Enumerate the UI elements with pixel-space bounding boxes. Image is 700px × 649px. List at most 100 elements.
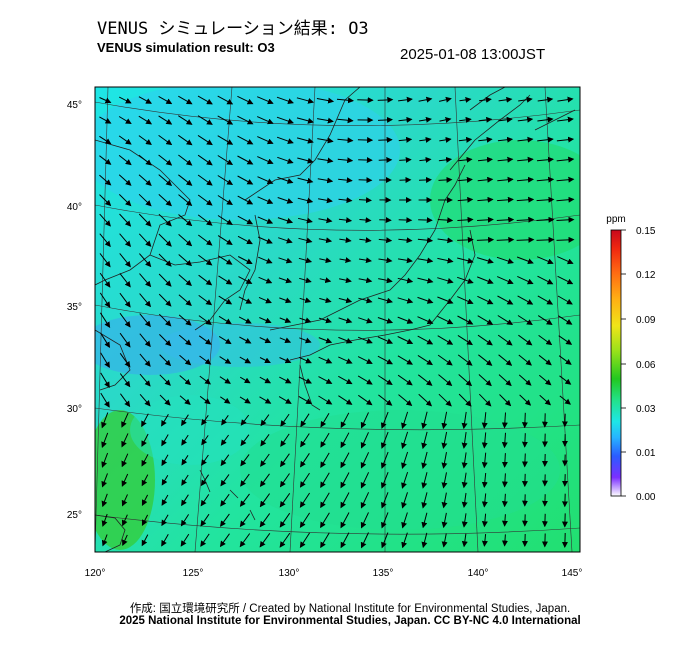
wind-arrow [357,336,373,344]
wind-arrow [417,257,434,264]
wind-arrow [119,353,131,368]
wind-arrow [99,272,111,288]
wind-arrow [517,275,534,285]
wind-arrow [378,394,393,406]
wind-arrow [239,493,250,507]
wind-arrow [539,394,552,406]
wind-arrow [158,194,172,207]
wind-arrow [360,412,369,429]
colorbar-tick-label: 0.12 [636,270,656,281]
wind-arrow [299,277,312,284]
wind-arrow [421,532,428,549]
wind-arrow [158,273,172,287]
wind-arrow [479,96,492,103]
wind-arrow [441,472,448,489]
wind-arrow [158,115,173,125]
wind-arrow [477,176,494,183]
wind-arrow [298,395,313,405]
wind-arrow [139,273,152,288]
wind-arrow [320,472,330,489]
wind-arrow [280,453,290,468]
wind-arrow [201,415,209,426]
wind-arrow [257,236,273,244]
wind-arrow [99,213,111,227]
wind-arrow [217,95,234,105]
wind-arrow [378,257,393,264]
wind-arrow [119,312,131,328]
wind-arrow [437,315,454,325]
wind-arrow [259,357,271,363]
wind-arrow [521,412,528,429]
wind-arrow [437,354,453,366]
wind-arrow [317,157,334,164]
wind-arrow [441,452,448,469]
wind-arrow [557,295,573,305]
wind-arrow [378,136,393,143]
wind-arrow [357,356,373,364]
wind-arrow [161,474,169,486]
wind-arrow [118,194,132,207]
wind-arrow [501,514,508,527]
wind-arrow [237,235,253,245]
wind-arrow [257,136,274,145]
wind-arrow [100,332,111,349]
wind-arrow [457,236,474,243]
wind-arrow [298,257,313,264]
wind-arrow [461,432,468,449]
wind-arrow [178,174,193,186]
wind-arrow [516,256,534,265]
wind-arrow [338,375,353,385]
wind-arrow [101,452,109,468]
wind-arrow [317,117,334,124]
wind-arrow [536,196,555,203]
wind-arrow [200,533,210,547]
wind-arrow [477,315,494,325]
wind-arrow [298,376,312,384]
wind-arrow [139,313,151,328]
wind-arrow [380,451,389,469]
wind-arrow [119,253,131,268]
wind-arrow [401,471,409,489]
wind-arrow [517,156,534,163]
wind-arrow [418,217,433,224]
wind-arrow [118,135,132,145]
lon-tick-label: 120° [85,568,106,579]
wind-arrow [320,492,330,509]
wind-arrow [401,492,408,509]
wind-arrow [461,492,468,508]
wind-arrow [237,115,254,125]
wind-arrow [99,174,112,186]
wind-arrow [457,196,474,203]
wind-arrow [358,257,372,264]
wind-arrow [359,237,372,244]
wind-arrow [277,176,294,184]
colorbar-scale [610,229,622,497]
wind-arrow [158,154,173,166]
lon-tick-label: 130° [279,568,300,579]
wind-arrow [398,217,413,224]
wind-arrow [138,213,152,227]
wind-arrow [119,272,131,288]
wind-arrow [299,532,311,548]
wind-arrow [139,333,151,348]
wind-arrow [217,235,233,245]
wind-arrow [121,494,128,507]
wind-arrow [257,216,274,224]
lon-tick-label: 125° [183,568,204,579]
wind-arrow [158,134,173,146]
wind-arrow [217,135,234,145]
wind-arrow [497,276,514,285]
wind-arrow [317,137,334,144]
wind-arrow [319,257,332,264]
wind-arrow [340,472,350,489]
wind-arrow [217,195,233,206]
wind-arrow [119,373,131,388]
wind-arrow [358,197,372,204]
wind-arrow [296,97,315,104]
wind-arrow [380,431,389,449]
wind-arrow [200,474,210,487]
wind-arrow [138,96,152,104]
wind-arrow [458,393,472,407]
wind-arrow [201,454,209,466]
wind-arrow [437,296,454,304]
